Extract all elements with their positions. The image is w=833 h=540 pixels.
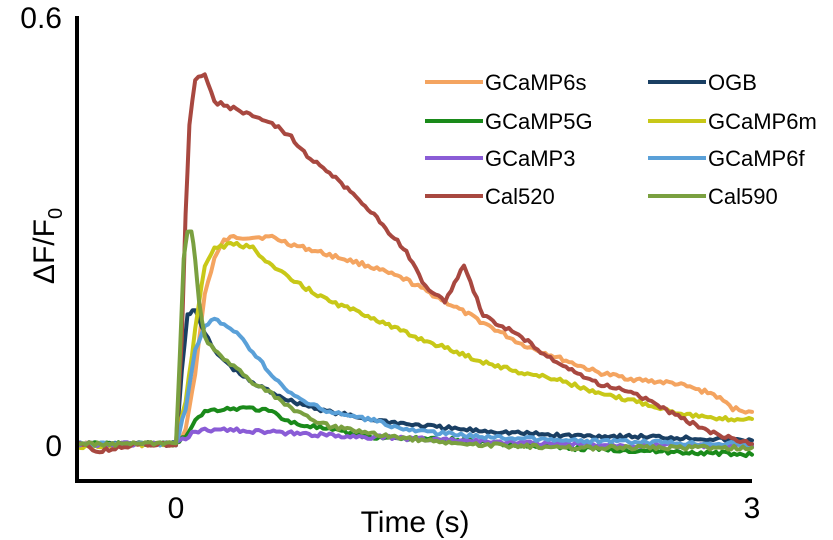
series-line-cal590 — [78, 229, 754, 452]
legend-label: GCaMP6s — [485, 70, 586, 95]
plot-area — [78, 72, 754, 459]
y-axis-label: ΔF/F0 — [28, 208, 67, 284]
legend-label: OGB — [708, 70, 757, 95]
y-tick-labels: 00.6 — [20, 2, 62, 463]
legend-label: GCaMP3 — [485, 146, 575, 171]
x-axis-label: Time (s) — [361, 506, 470, 539]
y-tick-label: 0.6 — [20, 2, 62, 35]
x-tick-label: 0 — [168, 492, 185, 525]
series-line-ogb — [78, 308, 754, 448]
series-line-cal520 — [78, 72, 754, 455]
y-axis-label-main: ΔF/F — [28, 219, 61, 284]
legend: GCaMP6s OGB GCaMP5G GCaMP6m GCaMP3 GCaMP6f Cal… — [425, 70, 817, 209]
y-tick-label: 0 — [45, 430, 62, 463]
series-line-gcamp6s — [78, 233, 754, 450]
legend-label: Cal520 — [485, 184, 555, 209]
legend-label: GCaMP6m — [708, 109, 817, 134]
legend-label: Cal590 — [708, 184, 778, 209]
legend-label: GCaMP6f — [708, 146, 805, 171]
y-axis-label-subscript: 0 — [45, 208, 67, 219]
series-line-gcamp6f — [78, 316, 754, 448]
legend-label: GCaMP5G — [485, 109, 593, 134]
x-tick-label: 3 — [744, 492, 761, 525]
series-line-gcamp6m — [78, 240, 754, 451]
